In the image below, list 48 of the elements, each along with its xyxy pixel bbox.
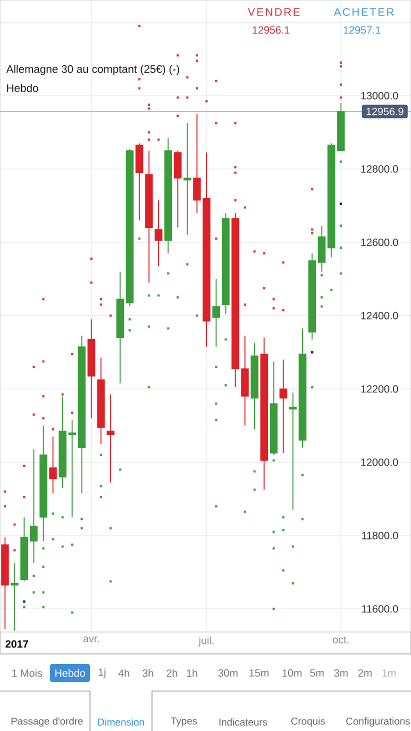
text: Types [170,718,197,726]
candlestick [279,359,288,454]
text: 10m [282,669,302,677]
y-tick-label: 11800.0 [362,532,398,540]
y-tick-label: 12200.0 [361,385,398,393]
text: 4h [118,669,130,677]
text: 1m [382,669,396,677]
x-tick-label: avr. [83,636,99,642]
text: 2m [358,669,372,677]
y-tick-label: 12400.0 [361,312,398,320]
y-tick-label: 11600.0 [362,605,398,613]
text: Croquis [291,717,325,727]
text: 1 Mois [12,669,42,677]
candlestick [106,394,114,483]
text: 30m [218,669,238,677]
annotation: 12957.1 [344,26,380,34]
annotation: VENDRE [248,8,300,16]
text: 2017 [6,640,28,648]
text: Dimension [98,718,144,726]
text: Allemagne 30 au comptant (25€) (-) [6,64,180,76]
candlestick [154,200,162,267]
annotation: ACHETER [334,8,394,16]
text: 1h [186,669,198,677]
text: 15m [250,669,269,677]
candlestick [183,122,192,236]
candlestick [30,448,38,564]
text: 3h [142,669,154,677]
candlestick [10,562,18,632]
text: 5m [310,669,324,677]
text: Configurations [346,717,410,727]
candlestick [212,278,220,348]
y-tick-label: 12000.0 [361,458,398,466]
x-tick-label: oct. [332,636,348,644]
y-tick-label: 13000.0 [361,92,398,100]
text: 1j [98,668,106,678]
ref-line-label: 12956.9 [366,108,404,116]
candlestick [49,436,57,494]
text: 2h [166,669,178,677]
text: Hebdo [7,84,38,92]
y-tick-label: 12800.0 [361,165,398,173]
text: Hebdo [55,669,86,677]
candlestick [68,420,76,518]
y-tick-label: 12600.0 [361,238,398,246]
x-tick-label: juil. [198,636,214,646]
annotation: 12956.1 [252,26,290,34]
text: 3m [334,669,348,677]
text: Indicateurs [219,718,268,726]
text: Passage d'ordre [12,717,83,727]
